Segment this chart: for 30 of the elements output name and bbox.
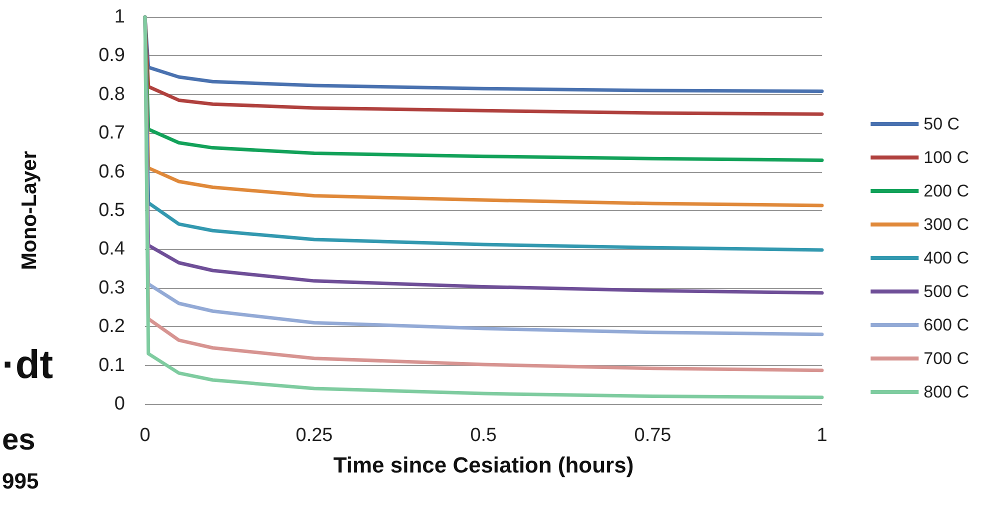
legend-label: 500 C: [924, 282, 970, 301]
x-tick-label: 0.25: [296, 425, 333, 446]
y-tick-label: 0.6: [98, 161, 125, 182]
x-axis-title: Time since Cesiation (hours): [333, 452, 634, 478]
legend-label: 600 C: [924, 316, 970, 334]
legend-label: 50 C: [924, 114, 960, 134]
y-tick-label: 0.7: [98, 122, 125, 144]
text: ·dt: [2, 343, 54, 387]
y-tick-label: 0.3: [98, 277, 125, 298]
text: es: [2, 424, 36, 456]
y-axis-title: Mono-Layer: [18, 150, 41, 270]
legend-label: 200 C: [924, 182, 970, 200]
legend-label: 800 C: [924, 382, 970, 402]
x-tick-label: 0: [140, 425, 150, 446]
y-tick-label: 0.1: [98, 354, 125, 376]
y-tick-label: 0.8: [98, 84, 125, 105]
x-tick-label: 1: [816, 425, 828, 446]
text: 995: [2, 468, 39, 494]
y-tick-label: 0.2: [98, 316, 125, 338]
legend-label: 700 C: [924, 349, 970, 368]
legend-label: 400 C: [924, 248, 970, 268]
y-tick-label: 0: [114, 394, 125, 414]
x-tick-label: 0.5: [470, 425, 497, 446]
x-tick-label: 0.75: [634, 425, 672, 446]
y-tick-label: 0.4: [98, 238, 126, 260]
y-tick-label: 0.9: [98, 45, 125, 66]
legend-label: 300 C: [924, 215, 970, 234]
y-tick-label: 0.5: [98, 200, 125, 221]
legend-label: 100 C: [924, 148, 970, 167]
y-tick-label: 1: [114, 6, 125, 28]
